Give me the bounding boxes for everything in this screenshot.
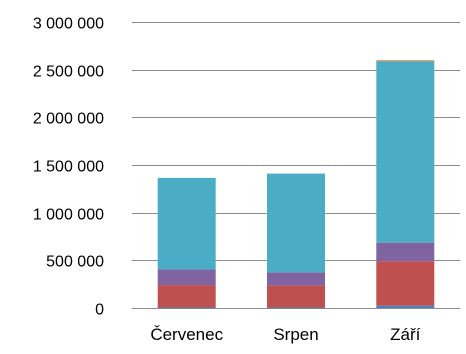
- bar-segment-series-3-2: [267, 272, 325, 286]
- bars: [157, 60, 435, 309]
- bar-segment-series-2-3: [376, 261, 435, 306]
- x-tick-label: Srpen: [273, 325, 318, 344]
- y-axis-tick-labels: 0 500 000 1 000 000 1 500 000 2 000 000 2 500…: [33, 16, 104, 319]
- bar-segment-series-1-1: [157, 307, 216, 309]
- y-tick-label: 2 000 000: [33, 111, 104, 128]
- x-tick-label: Červenec: [150, 325, 223, 344]
- bar-segment-series-2-2: [267, 285, 325, 308]
- y-tick-label: 3 000 000: [33, 16, 104, 33]
- bar-segment-series-5-3: [376, 60, 435, 62]
- bar-segment-series-4-3: [376, 61, 435, 243]
- y-tick-label: 0: [95, 302, 104, 319]
- y-tick-label: 2 500 000: [33, 64, 104, 81]
- y-tick-label: 1 500 000: [33, 159, 104, 176]
- bar-segment-series-2-1: [157, 285, 216, 308]
- bar-segment-series-1-3: [376, 305, 435, 308]
- bar-segment-series-4-1: [157, 177, 216, 270]
- bar-segment-series-3-3: [376, 242, 435, 262]
- bar-segment-series-3-1: [157, 269, 216, 286]
- y-tick-label: 500 000: [46, 254, 104, 271]
- bar-segment-series-1-2: [267, 307, 325, 309]
- x-axis-tick-labels: Červenec Srpen Září: [150, 325, 420, 344]
- x-tick-label: Září: [390, 325, 421, 344]
- bar-segment-series-4-2: [267, 173, 325, 273]
- y-tick-label: 1 000 000: [33, 207, 104, 224]
